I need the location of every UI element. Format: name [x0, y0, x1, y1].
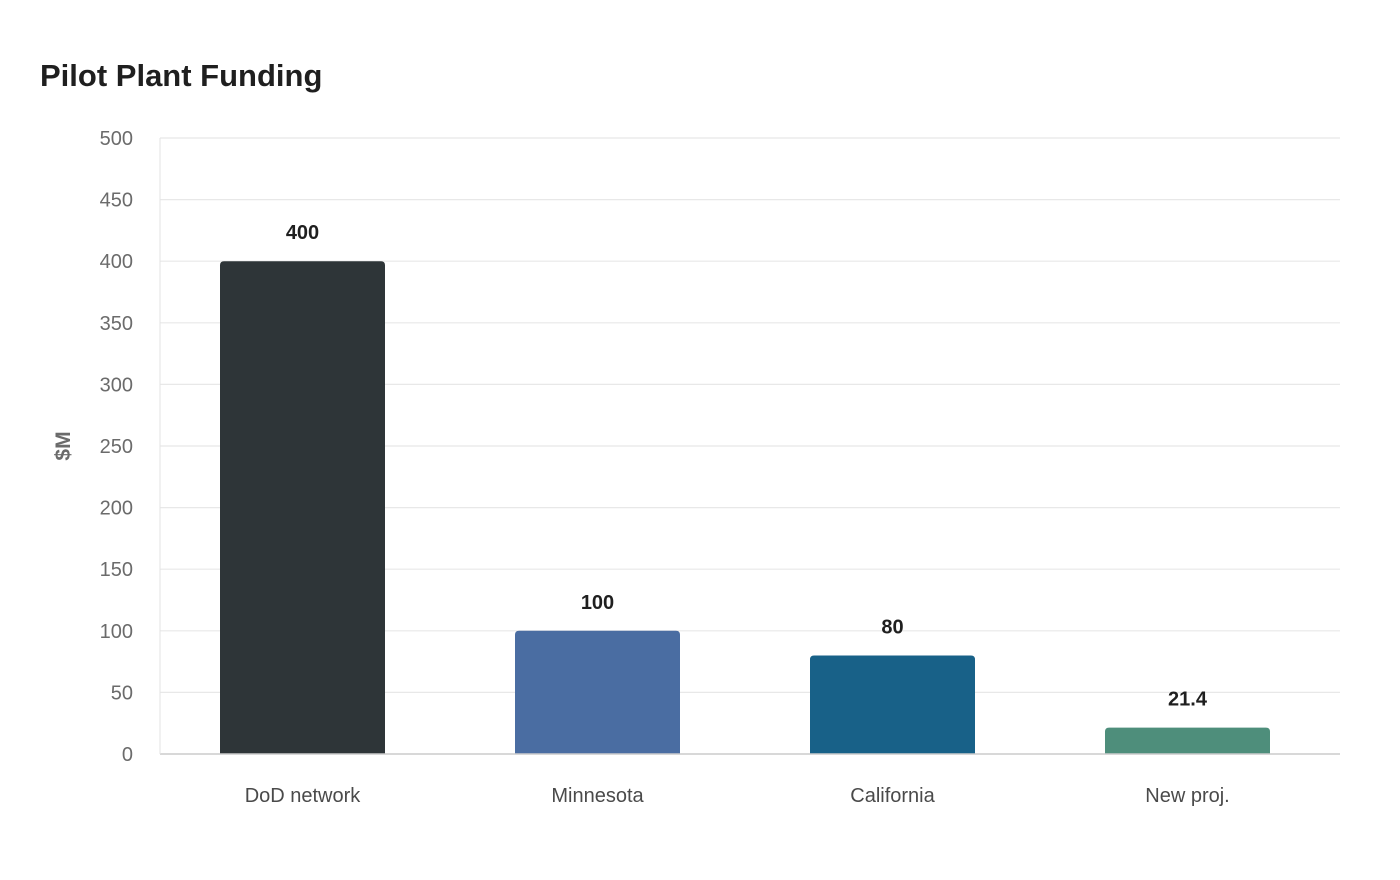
y-tick-label: 50: [111, 682, 133, 704]
category-label: DoD network: [245, 785, 362, 807]
category-label: New proj.: [1145, 785, 1229, 807]
bars: [220, 261, 1270, 754]
y-tick-label: 450: [100, 190, 133, 212]
y-tick-label: 500: [100, 128, 133, 150]
y-tick-label: 150: [100, 559, 133, 581]
bar: [515, 630, 680, 754]
y-tick-label: 200: [100, 498, 133, 520]
y-tick-label: 400: [100, 251, 133, 273]
data-label: 21.4: [1168, 689, 1208, 711]
y-axis-title: $M: [52, 431, 75, 460]
bar: [220, 261, 385, 754]
y-tick-label: 100: [100, 621, 133, 643]
category-label: Minnesota: [551, 785, 644, 807]
y-tick-label: 0: [122, 744, 133, 766]
data-label: 400: [286, 222, 319, 244]
data-labels: 400 100 80 21.4: [286, 222, 1208, 710]
category-labels: DoD network Minnesota California New proj.: [245, 785, 1230, 807]
chart-title: Pilot Plant Funding: [40, 58, 323, 93]
data-label: 100: [581, 592, 614, 614]
data-label: 80: [881, 616, 903, 638]
bar: [1105, 727, 1270, 754]
y-tick-label: 300: [100, 374, 133, 396]
bar: [810, 655, 975, 754]
y-tick-labels: 0 50 100 150 200 250 300 350 400 450 500: [100, 128, 133, 766]
y-tick-label: 350: [100, 313, 133, 335]
y-tick-label: 250: [100, 436, 133, 458]
category-label: California: [850, 785, 935, 807]
